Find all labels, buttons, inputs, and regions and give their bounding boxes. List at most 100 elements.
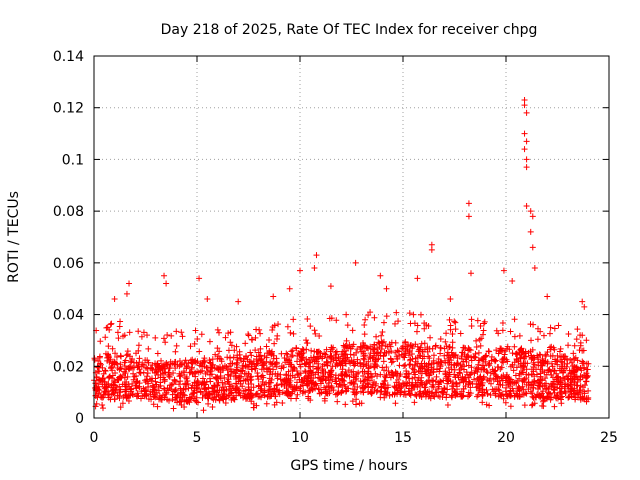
data-point (497, 381, 504, 388)
data-point (126, 329, 133, 336)
data-point (575, 376, 582, 383)
data-point (564, 376, 571, 383)
data-point (445, 378, 452, 385)
data-point (214, 345, 221, 352)
data-point (433, 366, 440, 373)
data-point (380, 353, 387, 360)
data-point (528, 337, 535, 344)
data-point (161, 272, 168, 279)
data-point (390, 373, 397, 380)
data-point (325, 373, 332, 380)
data-point (145, 359, 152, 366)
data-point (102, 388, 109, 395)
data-point (462, 345, 469, 352)
data-point (529, 244, 536, 251)
data-point (462, 383, 469, 390)
x-axis-label: GPS time / hours (290, 458, 407, 474)
data-point (338, 389, 345, 396)
data-point (324, 390, 331, 397)
data-point (344, 322, 351, 329)
data-point (574, 326, 581, 333)
data-point (416, 346, 423, 353)
data-point (329, 376, 336, 383)
data-point (162, 339, 169, 346)
data-point (516, 375, 523, 382)
data-point (126, 363, 133, 370)
data-point (367, 371, 374, 378)
data-point (448, 357, 455, 364)
data-point (580, 395, 587, 402)
data-point (411, 361, 418, 368)
data-point (193, 380, 200, 387)
data-point (147, 376, 154, 383)
data-point (421, 320, 428, 327)
data-point (310, 380, 317, 387)
data-point (289, 347, 296, 354)
data-point (539, 388, 546, 395)
data-point (405, 352, 412, 359)
data-point (261, 353, 268, 360)
data-point (141, 391, 148, 398)
data-point (176, 398, 183, 405)
data-point (537, 352, 544, 359)
data-point (294, 358, 301, 365)
data-point (555, 322, 562, 329)
data-point (272, 361, 279, 368)
data-point (377, 352, 384, 359)
data-point (523, 371, 530, 378)
data-point (283, 372, 290, 379)
data-point (245, 384, 252, 391)
data-point (486, 360, 493, 367)
data-point (375, 339, 382, 346)
data-point (223, 363, 230, 370)
data-point (584, 372, 591, 379)
data-point (121, 362, 128, 369)
data-point (219, 394, 226, 401)
data-point (196, 275, 203, 282)
data-point (136, 359, 143, 366)
data-point (454, 386, 461, 393)
data-point (101, 379, 108, 386)
data-point (522, 390, 529, 397)
data-point (538, 362, 545, 369)
data-point (97, 361, 104, 368)
data-point (405, 370, 412, 377)
data-point (537, 328, 544, 335)
data-point (482, 353, 489, 360)
data-point (207, 360, 214, 367)
data-point (566, 388, 573, 395)
data-point (394, 391, 401, 398)
data-point (135, 342, 142, 349)
data-point (493, 327, 500, 334)
data-point (102, 334, 109, 341)
data-point (172, 365, 179, 372)
data-point (350, 352, 357, 359)
data-point (498, 347, 505, 354)
data-point (105, 394, 112, 401)
data-point (282, 359, 289, 366)
data-point (198, 331, 205, 338)
data-point (480, 366, 487, 373)
data-point (302, 361, 309, 368)
data-point (297, 363, 304, 370)
data-point (523, 366, 530, 373)
data-point (187, 357, 194, 364)
data-point (362, 352, 369, 359)
data-point (367, 363, 374, 370)
data-point (138, 333, 145, 340)
data-point (182, 357, 189, 364)
data-point (503, 356, 510, 363)
data-point (351, 389, 358, 396)
data-point (393, 384, 400, 391)
data-point (536, 351, 543, 358)
data-point (511, 333, 518, 340)
data-point (482, 353, 489, 360)
data-point (212, 351, 219, 358)
data-point (502, 399, 509, 406)
data-point (450, 353, 457, 360)
data-point (171, 360, 178, 367)
data-point (226, 363, 233, 370)
data-point (418, 340, 425, 347)
data-point (219, 384, 226, 391)
data-point (513, 364, 520, 371)
